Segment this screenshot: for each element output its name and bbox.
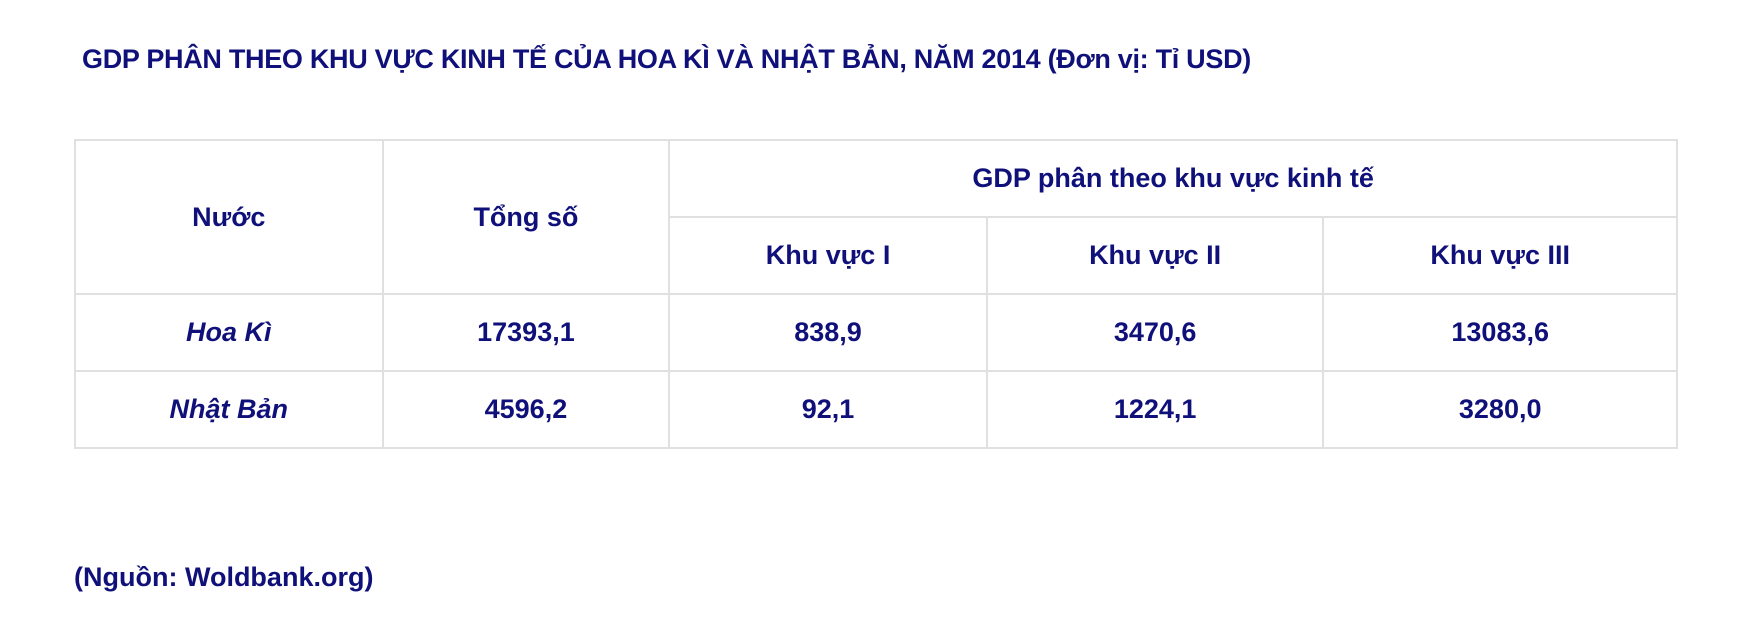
header-total: Tổng số (381, 139, 671, 295)
cell-sector-2: 1224,1 (985, 370, 1325, 449)
header-country: Nước (74, 139, 384, 295)
cell-sector-3: 3280,0 (1322, 370, 1678, 449)
page-title: GDP PHÂN THEO KHU VỰC KINH TẾ CỦA HOA KÌ… (82, 44, 1251, 74)
header-row: Nước Tổng số GDP phân theo khu vực kinh … (74, 139, 1678, 295)
cell-sector-2: 3470,6 (985, 293, 1325, 372)
header-sector-2: Khu vực II (985, 216, 1325, 295)
header-group: GDP phân theo khu vực kinh tế (668, 139, 1678, 218)
source-note: (Nguồn: Woldbank.org) (74, 562, 374, 592)
cell-total: 17393,1 (381, 293, 671, 372)
gdp-table: Nước Tổng số GDP phân theo khu vực kinh … (74, 139, 1678, 449)
cell-sector-3: 13083,6 (1322, 293, 1678, 372)
table-row: Nhật Bản 4596,2 92,1 1224,1 3280,0 (74, 370, 1678, 449)
cell-total: 4596,2 (381, 370, 671, 449)
cell-country: Hoa Kì (74, 293, 384, 372)
cell-sector-1: 838,9 (668, 293, 988, 372)
cell-country: Nhật Bản (74, 370, 384, 449)
cell-sector-1: 92,1 (668, 370, 988, 449)
header-subrow: Khu vực I Khu vực II Khu vực III (75, 216, 1678, 295)
header-sector-1: Khu vực I (668, 216, 988, 295)
table-row: Hoa Kì 17393,1 838,9 3470,6 13083,6 (74, 293, 1678, 372)
header-sector-3: Khu vực III (1322, 216, 1678, 295)
